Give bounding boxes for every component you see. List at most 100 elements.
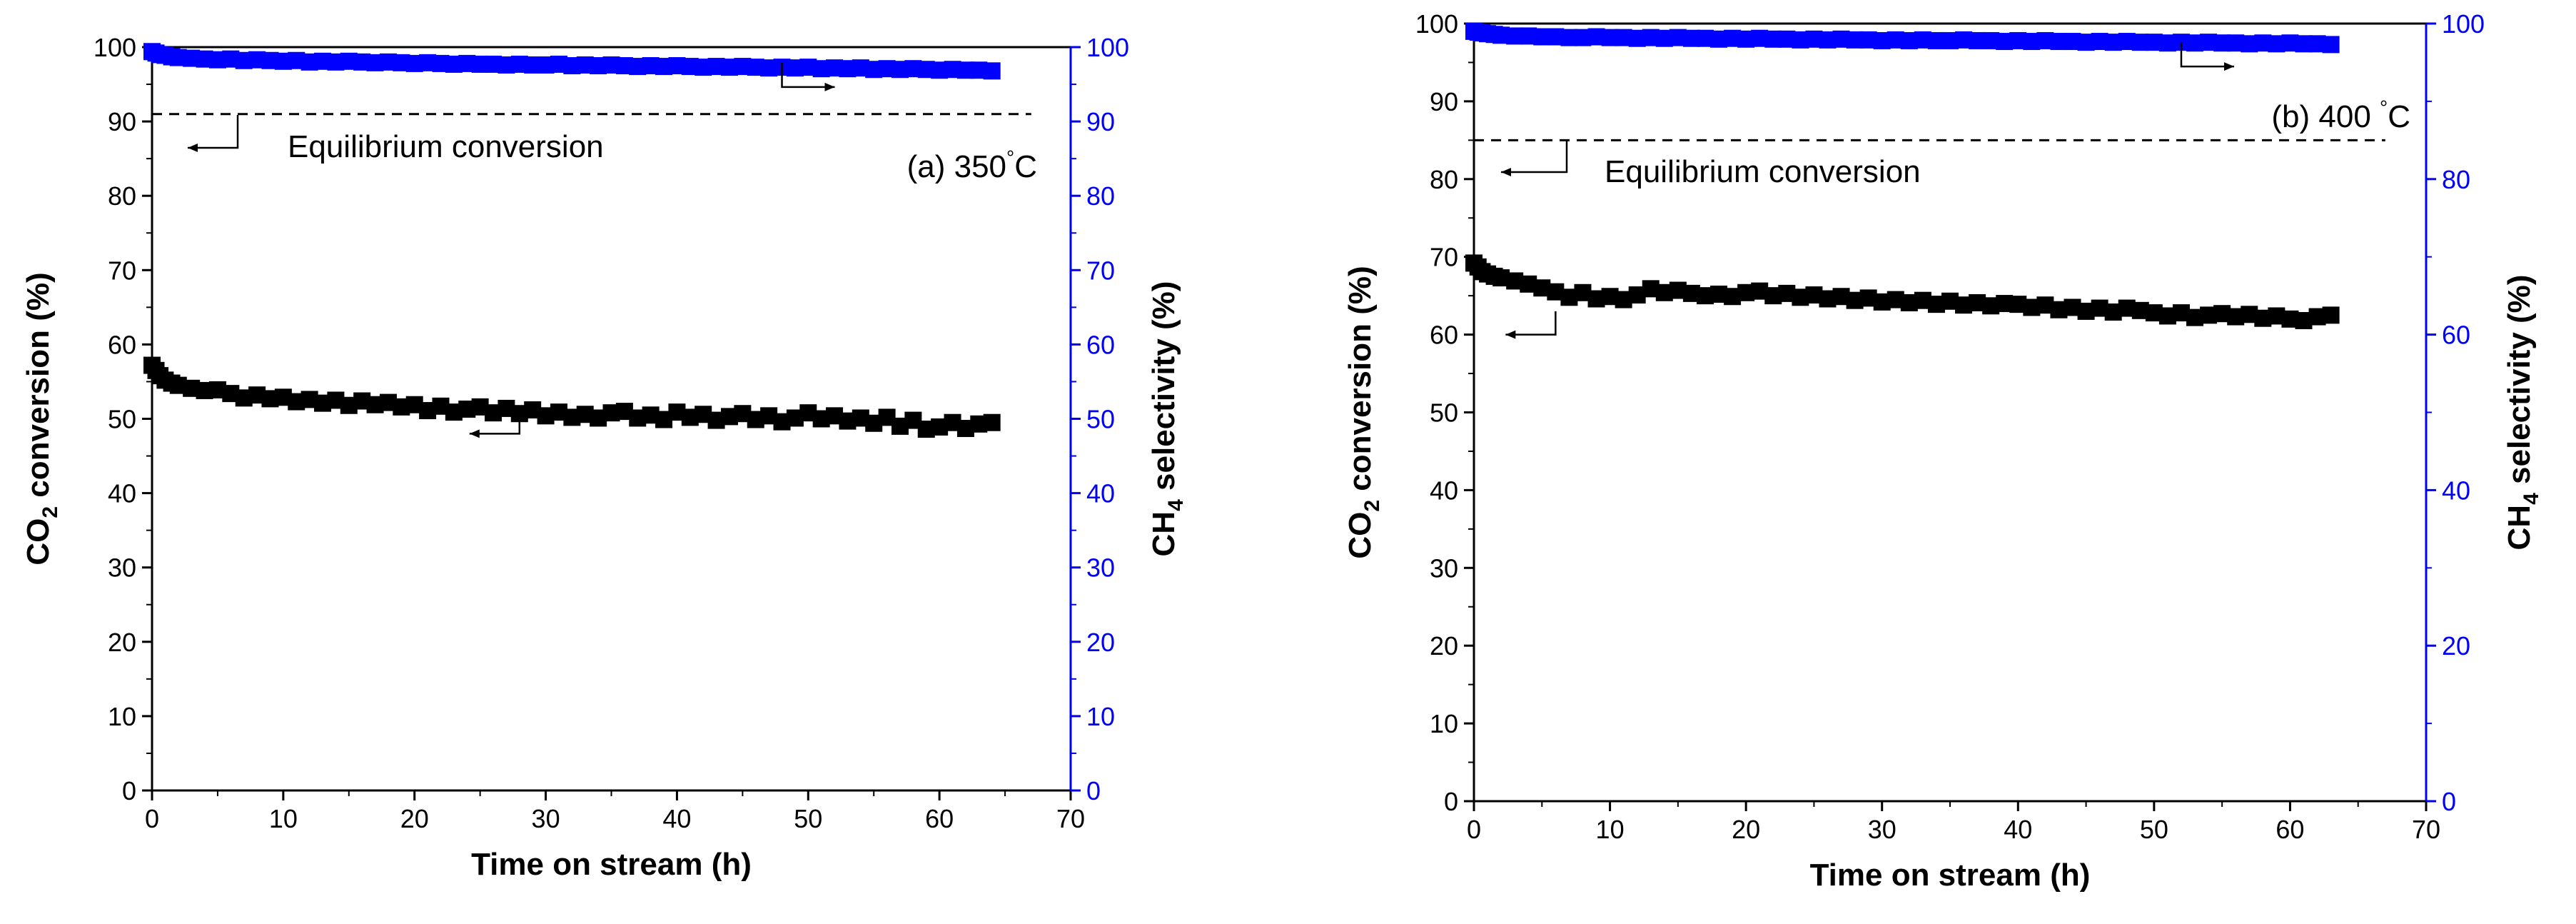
- x-tick-label: 0: [1467, 815, 1481, 844]
- data-point: [353, 392, 371, 410]
- equilibrium-arrow: [1501, 141, 1568, 174]
- arrowhead-icon: [824, 82, 835, 91]
- panel-annotation: (b) 400 °C: [2271, 96, 2410, 134]
- x-tick-label: 10: [269, 804, 298, 833]
- y-left-tick-label: 20: [108, 628, 136, 657]
- y-right-tick-label: 40: [1086, 479, 1115, 508]
- arrowhead-icon: [2223, 62, 2234, 71]
- y-right-label-sub: 4: [1164, 499, 1188, 511]
- data-point: [983, 62, 1001, 80]
- data-point: [2241, 35, 2258, 53]
- data-point: [2023, 33, 2041, 51]
- y-left-tick-label: 90: [108, 107, 136, 136]
- arrowhead-icon: [1505, 330, 1516, 339]
- y-left-label-suffix: conversion (%): [21, 272, 56, 506]
- y-left-tick-label: 60: [1430, 321, 1458, 350]
- y-right-tick-label: 10: [1086, 702, 1115, 731]
- annotation-text: (b) 400: [2271, 99, 2380, 134]
- y-left-label-prefix: CO: [21, 518, 56, 566]
- x-tick-label: 60: [925, 804, 954, 833]
- panel-annotation: (a) 350°C: [907, 146, 1037, 184]
- y-right-tick-label: 100: [1086, 33, 1129, 62]
- y-left-label-suffix: conversion (%): [1343, 266, 1378, 500]
- x-axis-label: Time on stream (h): [471, 847, 752, 882]
- y-left-tick-label: 10: [108, 702, 136, 731]
- y-right-tick-label: 90: [1086, 107, 1115, 136]
- x-tick-label: 40: [2004, 815, 2032, 844]
- y-right-tick-label: 60: [2442, 321, 2470, 350]
- x-tick-label: 40: [662, 804, 691, 833]
- y-left-tick-label: 80: [108, 181, 136, 211]
- y-right-label-suffix: selectivity (%): [1146, 281, 1181, 500]
- x-tick-label: 30: [532, 804, 560, 833]
- data-point: [2295, 35, 2313, 53]
- annotation-unit: C: [1014, 149, 1037, 184]
- selectivity-axis-arrow: [781, 62, 835, 89]
- x-tick-label: 50: [2140, 815, 2168, 844]
- y-axis-left-label: CO2 conversion (%): [21, 272, 62, 565]
- chart-panel-a: 0 10 20 30 40 50 60 700102030405060708090100010…: [21, 33, 1188, 882]
- y-left-tick-label: 30: [1430, 553, 1458, 583]
- chart-panel-b: 0 10 20 30 40 50 60 700102030405060708090100020…: [1343, 9, 2543, 893]
- series-ch4-selectivity: [143, 43, 1001, 80]
- x-tick-label: 20: [400, 804, 429, 833]
- y-left-tick-label: 40: [1430, 476, 1458, 505]
- y-left-tick-label: 30: [108, 553, 136, 583]
- annotation-text: (a) 350: [907, 149, 1006, 184]
- y-left-tick-label: 0: [1444, 787, 1458, 816]
- y-right-label-suffix: selectivity (%): [2502, 275, 2537, 493]
- arrowhead-icon: [188, 144, 198, 152]
- y-right-tick-label: 70: [1086, 256, 1115, 285]
- x-tick-label: 50: [794, 804, 822, 833]
- x-tick-label: 20: [1732, 815, 1760, 844]
- y-axis-left-label: CO2 conversion (%): [1343, 266, 1384, 558]
- x-tick-label: 0: [145, 804, 159, 833]
- y-right-tick-label: 0: [1086, 776, 1101, 805]
- y-axis-right-label: CH4 selectivity (%): [2502, 275, 2543, 551]
- data-point: [2268, 35, 2285, 53]
- equilibrium-label: Equilibrium conversion: [1605, 154, 1921, 189]
- y-right-tick-label: 80: [1086, 181, 1115, 211]
- conversion-axis-arrow: [469, 411, 521, 435]
- data-point: [2322, 306, 2340, 324]
- y-left-tick-label: 20: [1430, 631, 1458, 661]
- y-right-tick-label: 40: [2442, 476, 2470, 505]
- data-point: [2118, 33, 2136, 51]
- y-right-tick-label: 100: [2442, 9, 2485, 39]
- y-right-tick-label: 20: [2442, 631, 2470, 661]
- y-right-tick-label: 60: [1086, 330, 1115, 359]
- y-left-tick-label: 100: [94, 33, 136, 62]
- y-right-tick-label: 0: [2442, 787, 2456, 816]
- x-tick-label: 70: [1056, 804, 1085, 833]
- x-tick-label: 60: [2276, 815, 2304, 844]
- y-right-tick-label: 30: [1086, 553, 1115, 583]
- y-left-tick-label: 40: [108, 479, 136, 508]
- data-point: [2322, 36, 2340, 54]
- equilibrium-arrow: [188, 115, 239, 149]
- data-point: [983, 413, 1001, 431]
- y-left-tick-label: 90: [1430, 87, 1458, 116]
- y-left-tick-label: 70: [1430, 243, 1458, 272]
- data-point: [2064, 33, 2081, 51]
- y-right-label-prefix: CH: [2502, 505, 2537, 551]
- data-point: [2050, 33, 2068, 51]
- x-tick-label: 10: [1596, 815, 1625, 844]
- x-tick-label: 30: [1868, 815, 1896, 844]
- y-right-tick-label: 50: [1086, 405, 1115, 434]
- y-left-tick-label: 80: [1430, 165, 1458, 194]
- series-ch4-selectivity: [1465, 22, 2340, 54]
- annotation-degree: °: [1006, 146, 1014, 169]
- equilibrium-label: Equilibrium conversion: [288, 129, 604, 164]
- y-left-tick-label: 100: [1415, 9, 1458, 39]
- y-right-label-sub: 4: [2520, 493, 2543, 505]
- y-axis-right-label: CH4 selectivity (%): [1146, 281, 1188, 557]
- y-right-label-prefix: CH: [1146, 511, 1181, 557]
- x-axis-label: Time on stream (h): [1810, 858, 2091, 893]
- series-co2-conversion: [143, 356, 1001, 438]
- annotation-unit: C: [2388, 99, 2410, 134]
- y-left-tick-label: 0: [122, 776, 136, 805]
- annotation-degree: °: [2380, 96, 2388, 119]
- x-tick-label: 70: [2412, 815, 2440, 844]
